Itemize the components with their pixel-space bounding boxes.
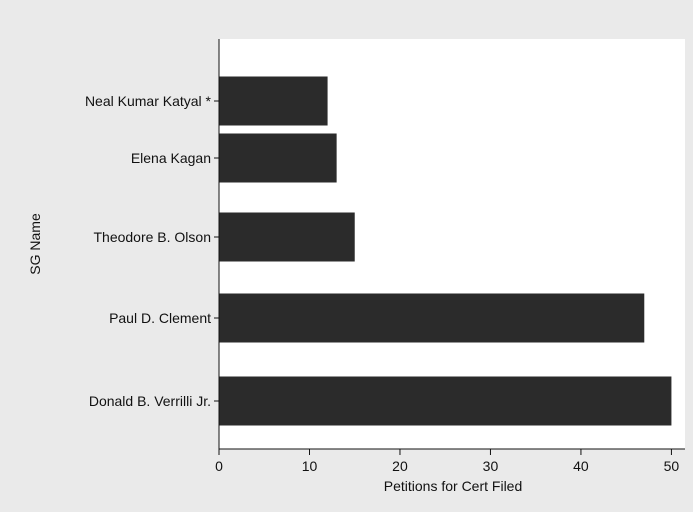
x-axis-title: Petitions for Cert Filed: [384, 478, 523, 494]
x-tick-label: 40: [573, 458, 589, 474]
x-tick-label: 10: [302, 458, 318, 474]
x-tick-label: 0: [215, 458, 223, 474]
y-tick-labels: Neal Kumar Katyal * Elena Kagan Theodore B…: [85, 93, 219, 409]
y-tick-label: Theodore B. Olson: [93, 229, 211, 245]
bar: [219, 76, 328, 126]
bar: [219, 376, 672, 426]
x-tick-label: 30: [483, 458, 499, 474]
bar: [219, 212, 355, 262]
x-tick-label: 20: [392, 458, 408, 474]
bar: [219, 293, 645, 343]
bar: [219, 133, 337, 183]
y-tick-label: Elena Kagan: [131, 150, 211, 166]
y-tick-label: Paul D. Clement: [109, 310, 211, 326]
y-tick-label: Neal Kumar Katyal *: [85, 93, 212, 109]
y-tick-label: Donald B. Verrilli Jr.: [89, 393, 211, 409]
bars: [219, 76, 672, 426]
x-tick-label: 50: [664, 458, 680, 474]
y-axis-title: SG Name: [27, 213, 43, 275]
x-ticks: 0 10 20 30 40 50: [215, 449, 679, 474]
